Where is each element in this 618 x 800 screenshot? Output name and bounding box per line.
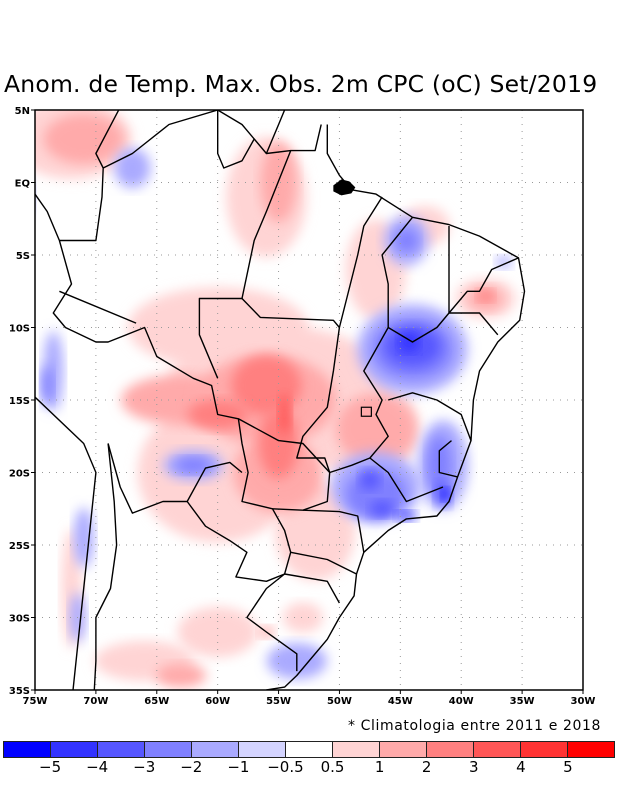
colorbar-label: 4 (516, 758, 526, 776)
marajo-island (333, 179, 356, 196)
border-line (186, 501, 285, 582)
x-tick-label: 30W (571, 696, 596, 707)
x-tick-label: 40W (449, 696, 474, 707)
cool-anomaly-area (441, 488, 450, 501)
border-line (241, 298, 340, 328)
colorbar-label: −4 (86, 758, 109, 776)
warm-anomaly-area (278, 394, 291, 435)
colorbar-swatch (333, 742, 380, 757)
x-tick-label: 45W (388, 696, 413, 707)
x-tick-label: 70W (83, 696, 108, 707)
x-tick-label: 35W (510, 696, 535, 707)
colorbar-swatch (51, 742, 98, 757)
border-line (290, 551, 357, 575)
colorbar-label: −1 (227, 758, 250, 776)
border-line (198, 297, 242, 379)
border-line (438, 440, 458, 478)
warm-anomaly-area (335, 394, 416, 464)
x-tick-label: 65W (144, 696, 169, 707)
warm-anomaly-area (177, 607, 258, 657)
colorbar-swatch (4, 742, 51, 757)
warm-anomaly-area (156, 663, 207, 688)
border-line (338, 196, 383, 328)
colorbar-label: 3 (468, 758, 479, 776)
warm-anomaly-area (43, 114, 124, 164)
x-tick-label: 50W (327, 696, 352, 707)
border-line (241, 150, 292, 299)
colorbar-swatch (98, 742, 145, 757)
cool-anomaly-area (41, 365, 54, 406)
grid-lines (35, 110, 583, 690)
chart-title: Anom. de Temp. Max. Obs. 2m CPC (oC) Set… (4, 70, 598, 98)
border-line (52, 240, 298, 672)
y-tick-label: 25S (9, 541, 30, 552)
border-line (284, 573, 341, 604)
border-line (265, 110, 286, 154)
colorbar-label: 5 (563, 758, 573, 776)
colorbar-swatch (427, 742, 474, 757)
border-line (59, 110, 322, 242)
x-tick-label: 55W (266, 696, 291, 707)
x-tick-label: 60W (205, 696, 230, 707)
colorbar-swatch (474, 742, 521, 757)
distrito-federal-border (360, 406, 372, 417)
border-line (95, 110, 120, 169)
y-tick-label: EQ (15, 179, 30, 190)
border-line (296, 327, 341, 473)
border-line (381, 216, 414, 328)
y-tick-label: 5N (15, 106, 30, 117)
border-line (448, 257, 519, 314)
border-line (369, 457, 444, 503)
border-line (93, 443, 118, 690)
x-tick-label: 75W (23, 696, 48, 707)
cool-anomaly-area (175, 457, 212, 474)
axis-ticks: 75W 70W 65W 60W 55W 50W 45W 40W 35W 30W 5N EQ 5S 10S 1… (9, 106, 596, 707)
border-line (387, 312, 450, 343)
colorbar-label: −2 (180, 758, 203, 776)
colorbar-swatch (380, 742, 427, 757)
colorbar-swatch (239, 742, 286, 757)
y-tick-label: 35S (9, 686, 30, 697)
colorbar-swatch (568, 742, 614, 757)
border-line (35, 192, 61, 241)
colorbar-label: 1 (374, 758, 385, 776)
anomaly-field (35, 110, 516, 688)
y-tick-label: 15S (9, 396, 30, 407)
border-line (59, 290, 137, 324)
colorbar-label: −5 (39, 758, 62, 776)
climatology-note: * Climatologia entre 2011 e 2018 (348, 718, 601, 734)
border-line (388, 392, 472, 441)
y-tick-label: 30S (9, 614, 30, 625)
warm-anomaly-area (282, 602, 323, 633)
country-borders (35, 110, 526, 690)
colorbar-swatch (192, 742, 239, 757)
colorbar-swatch (286, 742, 333, 757)
border-line (329, 327, 389, 474)
colorbar-label: −3 (133, 758, 156, 776)
cool-anomaly-area (394, 228, 419, 253)
warm-anomaly-area (477, 289, 494, 302)
border-line (35, 396, 97, 690)
colorbar-label: −0.5 (267, 758, 304, 776)
border-line (107, 443, 243, 514)
border-line (302, 509, 365, 553)
colorbar-swatch (145, 742, 192, 757)
colorbar-label: 2 (421, 758, 432, 776)
y-tick-label: 20S (9, 469, 30, 480)
colorbar-label: 0.5 (320, 758, 345, 776)
cool-anomaly-area (359, 469, 380, 490)
colorbar (3, 741, 615, 758)
anomaly-map: 75W 70W 65W 60W 55W 50W 45W 40W 35W 30W 5N EQ 5S 10S 1… (9, 106, 596, 707)
cool-anomaly-area (370, 500, 395, 517)
border-line (217, 110, 255, 169)
y-tick-label: 10S (9, 324, 30, 335)
colorbar-swatch (521, 742, 568, 757)
y-tick-label: 5S (16, 251, 30, 262)
border-line (449, 312, 499, 336)
cool-anomaly-area (73, 507, 94, 568)
